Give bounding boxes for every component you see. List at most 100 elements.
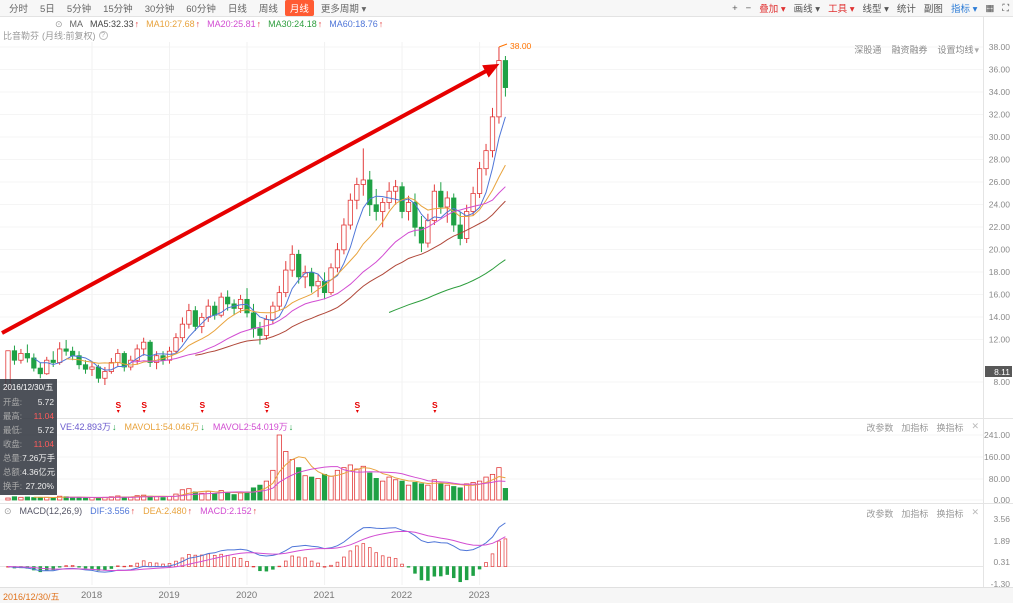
volume-action-加指标[interactable]: 加指标 [901, 423, 929, 433]
svg-text:16.00: 16.00 [989, 290, 1011, 300]
candle-info-tooltip: 2016/12/30/五 开盘: 5.72 最高: 11.04 最低: 5.72 收盘: 11… [0, 379, 57, 495]
tool-线型[interactable]: 线型 ▾ [862, 4, 889, 15]
tool-副图[interactable]: 副图 [923, 4, 943, 15]
tooltip-value: 11.04 [33, 439, 54, 449]
s-flag-label: S [432, 400, 438, 410]
tooltip-row: 收盘: 11.04 [3, 437, 54, 451]
ma-value: MA5:32.33↑ [90, 18, 140, 29]
macd-action-加指标[interactable]: 加指标 [901, 509, 929, 519]
up-arrow: ↑ [195, 18, 201, 29]
up-arrow: ↑ [378, 18, 384, 29]
svg-text:1.89: 1.89 [993, 536, 1010, 546]
svg-text:0.00: 0.00 [993, 495, 1010, 505]
tool-统计[interactable]: 统计 [896, 4, 916, 15]
tool-−[interactable]: − [745, 2, 752, 14]
down-arrow: ↓ [288, 422, 294, 432]
ma-value: MA60:18.76↑ [329, 18, 384, 29]
fullscreen-icon[interactable]: ⛶ [1002, 2, 1009, 14]
volume-action-换指标[interactable]: 换指标 [936, 423, 964, 433]
tooltip-key: 总额: [3, 467, 23, 477]
dividend-flag[interactable]: S ▾ [113, 401, 124, 416]
period-tab-更多周期[interactable]: 更多周期 ▾ [320, 4, 367, 15]
svg-text:12.00: 12.00 [989, 335, 1011, 345]
dividend-flag[interactable]: S ▾ [197, 401, 208, 416]
dividend-flag[interactable]: S ▾ [139, 401, 150, 416]
tooltip-key: 开盘: [3, 397, 23, 407]
svg-text:30.00: 30.00 [989, 132, 1011, 142]
tooltip-key: 换手: [3, 481, 23, 491]
tooltip-row: 总量: 7.26万手 [3, 451, 56, 465]
period-tab-5日[interactable]: 5日 [40, 4, 55, 15]
help-icon[interactable]: ? [98, 31, 108, 40]
year-label-2020: 2020 [236, 590, 258, 601]
tooltip-value: 7.26万手 [22, 453, 56, 463]
period-tab-30分钟[interactable]: 30分钟 [144, 4, 175, 15]
volume-action-改参数[interactable]: 改参数 [866, 423, 894, 433]
period-tab-分时[interactable]: 分时 [9, 4, 29, 15]
down-arrow-icon: ▾ [142, 409, 146, 415]
up-arrow: ↑ [317, 18, 323, 29]
dividend-flag[interactable]: S ▾ [352, 401, 363, 416]
year-label-2018: 2018 [80, 590, 103, 601]
link-ma-settings[interactable]: 设置均线▾ [937, 43, 979, 56]
tool-+[interactable]: + [732, 2, 738, 14]
tooltip-date: 2016/12/30/五 [3, 383, 54, 392]
macd-action-改参数[interactable]: 改参数 [866, 509, 894, 519]
grid-icon[interactable]: ▦ [985, 2, 995, 14]
dea-value: DEA:2.480↑ [143, 506, 193, 516]
down-arrow: ↓ [200, 422, 205, 432]
macd-value: MACD:2.152↑ [200, 506, 258, 516]
svg-text:-1.30: -1.30 [991, 579, 1011, 589]
macd-action-换指标[interactable]: 换指标 [936, 509, 964, 519]
tool-buttons: + − 叠加 ▾ 画线 ▾ 工具 ▾ 线型 ▾ 统计 副图 指标 ▾ ▦ ⛶ [732, 1, 1009, 16]
tooltip-value: 11.04 [33, 411, 54, 421]
ma-values: MA5:32.33↑ MA10:27.68↑ MA20:25.81↑ MA30:24.… [90, 19, 383, 29]
svg-text:241.00: 241.00 [984, 430, 1010, 440]
period-tab-60分钟[interactable]: 60分钟 [186, 4, 216, 15]
down-arrow-icon: ▾ [433, 409, 437, 415]
up-arrow: ↑ [187, 506, 193, 516]
svg-text:28.00: 28.00 [989, 155, 1011, 165]
tool-叠加[interactable]: 叠加 ▾ [759, 4, 786, 15]
indicator-toggle-icon[interactable]: ⊙ [4, 506, 12, 516]
svg-text:14.00: 14.00 [989, 312, 1011, 322]
period-tab-周线[interactable]: 周线 [258, 4, 278, 15]
svg-text:32.00: 32.00 [989, 110, 1011, 120]
tool-指标[interactable]: 指标 ▾ [950, 4, 978, 15]
tooltip-row: 最高: 11.04 [3, 409, 54, 423]
tool-工具[interactable]: 工具 ▾ [828, 4, 855, 15]
svg-text:20.00: 20.00 [989, 245, 1011, 255]
svg-text:18.00: 18.00 [989, 267, 1011, 277]
chart-toolbar: 分时 5日 5分钟 15分钟 30分钟 60分钟 日线 周线 月线 更多周期 ▾ + − 叠加 ▾ 画线… [0, 0, 1013, 17]
link-shenzhen-connect[interactable]: 深股通 [854, 45, 882, 55]
volume-pane-actions: 改参数 加指标 换指标 ✕ [866, 421, 979, 434]
svg-text:8.00: 8.00 [993, 377, 1010, 387]
close-icon[interactable]: ✕ [971, 421, 979, 431]
peak-price-label: 38.00 [510, 41, 532, 51]
link-margin-trading[interactable]: 融资融券 [891, 45, 928, 55]
macd-header: ⊙ MACD(12,26,9) DIF:3.556↑ DEA:2.480↑ MA… [4, 506, 257, 516]
dividend-flag[interactable]: S ▾ [429, 400, 440, 416]
period-tab-日线[interactable]: 日线 [227, 4, 247, 15]
dividend-flag[interactable]: S ▾ [261, 400, 272, 416]
mavol1-value: MAVOL1:54.046万↓ [124, 422, 205, 432]
s-flag-label: S [264, 400, 270, 410]
period-tab-15分钟[interactable]: 15分钟 [103, 4, 133, 15]
year-label-2021: 2021 [313, 590, 335, 601]
close-icon[interactable]: ✕ [971, 507, 979, 517]
period-tab-月线[interactable]: 月线 [284, 0, 314, 16]
tool-画线[interactable]: 画线 ▾ [793, 4, 821, 15]
tooltip-key: 最高: [3, 411, 23, 421]
year-label-2022: 2022 [391, 590, 413, 601]
tooltip-key: 总量: [3, 453, 23, 463]
down-arrow: ↓ [112, 422, 117, 432]
indicator-toggle-icon[interactable]: ⊙ [55, 18, 63, 29]
up-arrow: ↑ [130, 506, 136, 516]
tooltip-value: 4.36亿元 [22, 467, 56, 477]
up-arrow: ↑ [252, 506, 258, 516]
svg-text:80.00: 80.00 [989, 474, 1011, 484]
stock-title: 比音勒芬 (月线:前复权) ? [3, 29, 108, 42]
period-tab-5分钟[interactable]: 5分钟 [66, 4, 92, 15]
down-arrow-icon: ▾ [265, 409, 269, 415]
